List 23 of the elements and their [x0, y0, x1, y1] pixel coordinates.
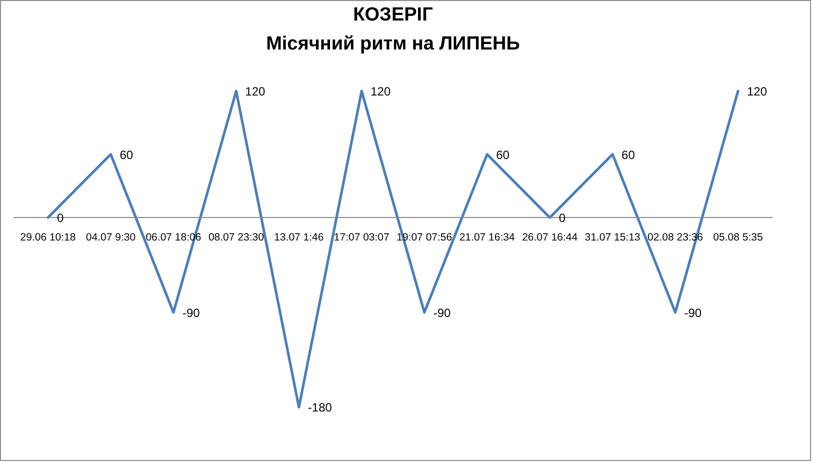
x-tick-label: 31.07 15:13 [584, 232, 640, 244]
data-label: 120 [245, 84, 266, 99]
data-label: 0 [57, 211, 64, 226]
data-label: -180 [308, 400, 332, 415]
x-tick-label: 04.07 9:30 [86, 232, 136, 244]
x-tick-label: 13.07 1:46 [274, 232, 324, 244]
x-tick-label: 21.07 16:34 [459, 232, 515, 244]
data-label: 60 [622, 148, 636, 162]
data-label: 60 [496, 148, 510, 162]
data-label: 0 [558, 211, 566, 226]
chart-subtitle: Місячний ритм на ЛИПЕНЬ [266, 34, 520, 54]
data-label: 60 [120, 148, 134, 162]
x-tick-label: 26.07 16:44 [522, 232, 578, 244]
chart-title: КОЗЕРІГ [353, 4, 434, 26]
data-label: -90 [433, 306, 452, 320]
data-label: 120 [747, 84, 768, 99]
data-label: 120 [370, 84, 391, 99]
data-label: -90 [182, 306, 200, 320]
x-tick-label: 17:07 03:07 [334, 232, 390, 244]
x-tick-label: 05.08 5:35 [713, 232, 763, 244]
x-tick-label: 08.07 23:30 [208, 232, 264, 244]
data-label: -90 [684, 306, 702, 320]
x-tick-label: 29.06 10:18 [20, 232, 76, 244]
